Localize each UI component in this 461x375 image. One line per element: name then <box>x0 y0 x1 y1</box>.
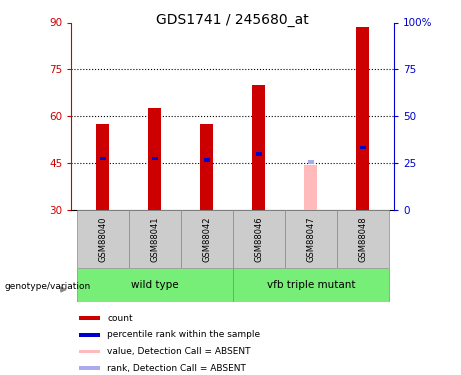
Text: wild type: wild type <box>131 280 178 290</box>
Text: rank, Detection Call = ABSENT: rank, Detection Call = ABSENT <box>107 364 246 373</box>
Text: percentile rank within the sample: percentile rank within the sample <box>107 330 260 339</box>
Bar <box>200 124 213 210</box>
Bar <box>79 350 100 353</box>
Bar <box>96 124 109 210</box>
Bar <box>148 108 161 210</box>
Text: GDS1741 / 245680_at: GDS1741 / 245680_at <box>156 13 309 27</box>
Bar <box>204 158 210 162</box>
Text: GSM88042: GSM88042 <box>202 216 211 262</box>
Bar <box>77 268 233 302</box>
Text: value, Detection Call = ABSENT: value, Detection Call = ABSENT <box>107 347 251 356</box>
Bar <box>77 210 129 268</box>
Bar <box>79 333 100 337</box>
Bar <box>152 157 158 160</box>
Text: genotype/variation: genotype/variation <box>5 282 91 291</box>
Text: GSM88046: GSM88046 <box>254 216 263 262</box>
Bar <box>79 366 100 370</box>
Bar <box>79 316 100 320</box>
Text: count: count <box>107 314 133 322</box>
Bar <box>308 160 314 164</box>
Bar <box>304 165 317 210</box>
Text: vfb triple mutant: vfb triple mutant <box>266 280 355 290</box>
Bar <box>337 210 389 268</box>
Bar <box>233 210 285 268</box>
Text: GSM88040: GSM88040 <box>98 216 107 262</box>
Bar <box>285 210 337 268</box>
Bar <box>356 27 369 210</box>
Text: GSM88047: GSM88047 <box>307 216 315 262</box>
Bar <box>181 210 233 268</box>
Bar <box>129 210 181 268</box>
Bar <box>233 268 389 302</box>
Bar <box>252 85 266 210</box>
Bar <box>256 152 262 156</box>
Text: GSM88048: GSM88048 <box>358 216 367 262</box>
Bar <box>360 146 366 149</box>
Bar <box>100 157 106 160</box>
Text: GSM88041: GSM88041 <box>150 216 159 262</box>
